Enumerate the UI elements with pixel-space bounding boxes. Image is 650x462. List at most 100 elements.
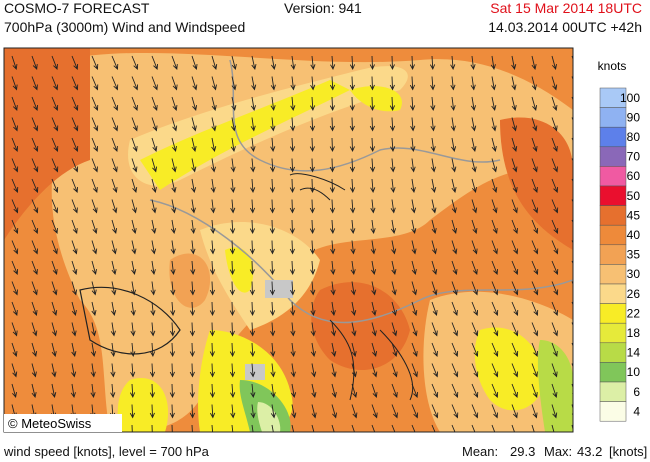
wind-arrow (111, 76, 119, 91)
wind-arrow (51, 260, 58, 275)
legend-swatch (599, 166, 627, 187)
wind-arrow (471, 383, 479, 398)
wind-arrow (390, 137, 396, 153)
title: COSMO-7 FORECAST (4, 0, 150, 16)
wind-arrow (91, 281, 97, 296)
wind-arrow (150, 301, 156, 317)
wind-arrow (471, 322, 479, 337)
wind-arrow (131, 55, 139, 70)
wind-arrow (230, 219, 236, 235)
wind-arrow (411, 301, 418, 316)
wind-arrow (371, 281, 377, 296)
wind-arrow (429, 55, 436, 71)
wind-arrow (410, 178, 416, 194)
legend-label: 14 (627, 346, 641, 360)
wind-arrow (151, 158, 158, 173)
wind-arrow (310, 281, 316, 296)
wind-arrow (391, 363, 398, 378)
wind-arrow (451, 281, 458, 296)
wind-arrow (471, 178, 477, 193)
wind-arrow (451, 363, 459, 378)
wind-arrow (270, 76, 276, 91)
wind-arrow (511, 342, 519, 357)
wind-arrow (111, 260, 117, 276)
wind-arrow (71, 178, 78, 193)
legend-swatch (599, 244, 627, 265)
wind-arrow (111, 301, 117, 317)
wind-arrow (11, 55, 18, 70)
legend-label: 10 (627, 365, 641, 379)
wind-arrow (410, 158, 416, 173)
wind-arrow (51, 199, 59, 214)
wind-arrow (349, 158, 356, 173)
wind-arrow (369, 117, 375, 132)
wind-arrow (11, 301, 18, 316)
wind-arrow (329, 158, 335, 173)
wind-arrow (110, 322, 116, 337)
wind-arrow (350, 240, 356, 255)
legend-swatch (599, 146, 627, 167)
wind-arrow (531, 301, 539, 316)
wind-arrow (249, 260, 255, 276)
wind-arrow (249, 342, 256, 358)
wind-arrow (491, 281, 499, 296)
wind-arrow (470, 96, 476, 112)
wind-arrow (71, 363, 77, 378)
wind-arrow (51, 363, 57, 378)
wind-arrow (110, 342, 116, 358)
wind-arrow (130, 363, 136, 378)
wind-arrow (209, 301, 215, 317)
wind-arrow (91, 240, 98, 255)
wind-arrow (491, 363, 499, 378)
wind-arrow (270, 342, 276, 358)
wind-arrow (71, 117, 79, 132)
wind-arrow (491, 219, 498, 234)
legend-label: 26 (627, 287, 641, 301)
wind-arrow (31, 363, 37, 378)
wind-arrow (51, 383, 57, 399)
wind-arrow (411, 199, 417, 214)
wind-arrow (71, 301, 77, 316)
wind-arrow (11, 383, 17, 398)
wind-arrow (189, 301, 196, 317)
wind-arrow (290, 363, 296, 378)
footer-caption: wind speed [knots], level = 700 hPa (4, 444, 209, 459)
legend-swatch (599, 342, 627, 363)
wind-arrow (131, 240, 137, 255)
legend-title: knots (598, 59, 627, 73)
wind-arrow (451, 199, 457, 214)
wind-arrow (350, 199, 356, 214)
wind-arrow (431, 383, 439, 398)
wind-arrow (451, 301, 458, 316)
wind-arrow (250, 137, 256, 153)
wind-arrow (331, 383, 337, 399)
wind-arrow (349, 96, 355, 112)
wind-arrow (349, 55, 356, 71)
wind-arrow (390, 199, 396, 214)
wind-arrow (511, 55, 517, 71)
wind-arrow (351, 404, 358, 419)
wind-arrow (131, 137, 138, 152)
wind-arrow (269, 260, 275, 276)
wind-arrow (351, 301, 357, 317)
wind-arrow (91, 96, 99, 111)
wind-arrow (130, 301, 136, 317)
wind-arrow (229, 240, 236, 255)
wind-arrow (211, 55, 218, 70)
wind-arrow (189, 342, 195, 358)
wind-arrow (391, 240, 397, 255)
wind-arrow (131, 199, 137, 214)
wind-arrow (491, 137, 497, 153)
wind-arrow (531, 219, 539, 234)
wind-arrow (451, 383, 459, 398)
run-time: 14.03.2014 00UTC +42h (488, 19, 642, 35)
wind-arrow (370, 199, 376, 214)
wind-arrow (270, 383, 276, 399)
wind-arrow (11, 96, 18, 111)
wind-arrow (71, 342, 77, 358)
wind-arrow (171, 76, 178, 91)
wind-arrow (511, 199, 518, 214)
wind-arrow (289, 178, 295, 194)
wind-arrow (290, 117, 296, 132)
